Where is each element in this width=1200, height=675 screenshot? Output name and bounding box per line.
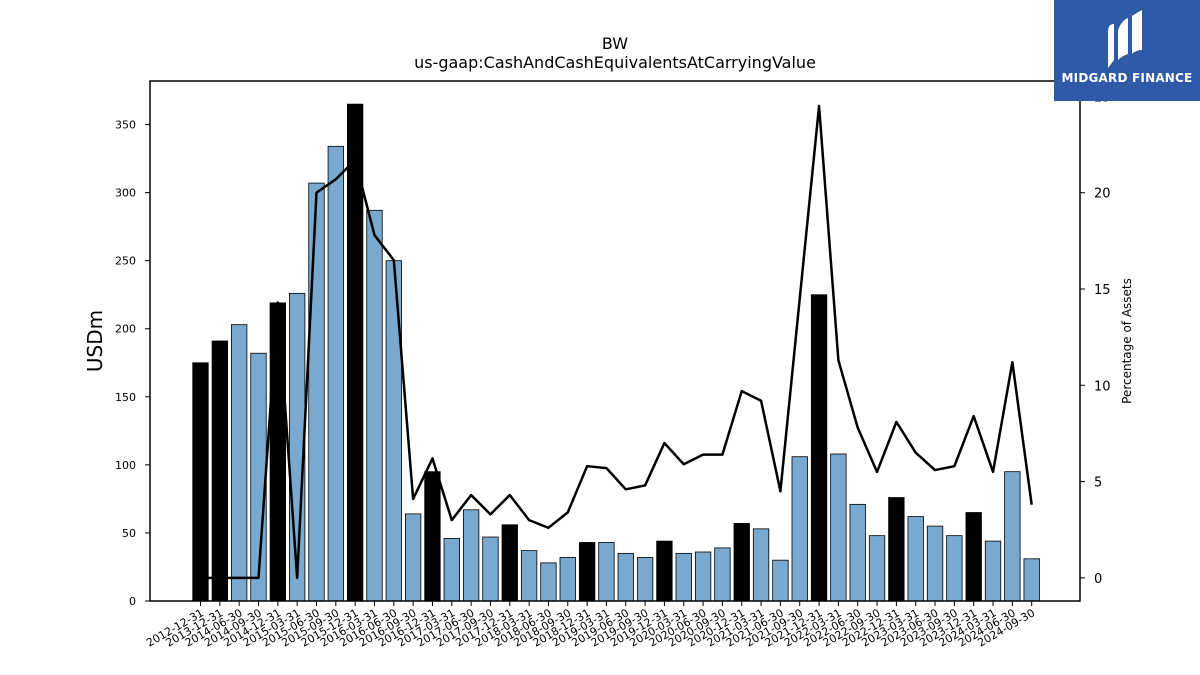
- y-tick-label: 300: [115, 187, 136, 200]
- bar-2023-12-31: [965, 512, 982, 602]
- bar-2021-06-30: [772, 559, 789, 602]
- bar-2022-06-30: [849, 503, 866, 602]
- bar-2015-09-30: [327, 145, 344, 602]
- bar-2021-12-31: [810, 294, 828, 602]
- bar-2016-03-31: [366, 209, 383, 602]
- bar-2022-09-30: [868, 535, 886, 602]
- bar-2024-03-31: [984, 540, 1002, 602]
- y2-tick-label: 5: [1094, 476, 1102, 491]
- y-tick-label: 0: [129, 595, 136, 608]
- y-tick-label: 50: [122, 527, 136, 540]
- bar-2024-09-30: [1023, 558, 1040, 602]
- y2-tick-label: 10: [1094, 379, 1111, 394]
- bar-2018-12-31: [578, 542, 596, 602]
- bar-2022-03-31: [830, 453, 847, 602]
- bar-2015-06-30: [308, 182, 325, 602]
- logo-text: MIDGARD FINANCE: [1061, 71, 1193, 85]
- y2-tick-label: 0: [1094, 572, 1102, 587]
- midgard-finance-logo: MIDGARD FINANCE: [1054, 0, 1200, 101]
- chart-title: BW: [602, 34, 628, 53]
- y-tick-label: 350: [115, 119, 136, 132]
- bar-2013-12-31: [211, 340, 228, 602]
- bar-2018-06-30: [540, 562, 557, 602]
- bar-2019-09-30: [636, 557, 654, 602]
- bar-2024-06-30: [1004, 471, 1021, 602]
- y-tick-label: 200: [115, 323, 136, 336]
- bar-2016-09-30: [404, 513, 422, 602]
- bar-2019-12-31: [656, 540, 673, 602]
- bar-2018-03-31: [520, 550, 538, 602]
- percentage-line: [200, 104, 1033, 580]
- bar-2017-03-31: [443, 537, 460, 602]
- bar-2021-09-30: [791, 456, 808, 602]
- bar-2019-06-30: [617, 552, 634, 602]
- line-group: [200, 104, 1033, 580]
- chart-subtitle: us-gaap:CashAndCashEquivalentsAtCarrying…: [414, 53, 816, 72]
- bar-2023-09-30: [946, 535, 963, 602]
- axes-group: 05010015020025030035005101520252012-12-3…: [115, 80, 1111, 650]
- bar-2017-06-30: [462, 509, 480, 602]
- bar-2014-12-31: [269, 302, 286, 602]
- bar-2022-12-31: [888, 497, 905, 602]
- y2-tick-label: 20: [1094, 187, 1111, 202]
- bar-2020-09-30: [714, 547, 731, 602]
- bar-2023-03-31: [907, 516, 924, 602]
- bar-2017-09-30: [482, 536, 499, 602]
- y2-axis-label: Percentage of Assets: [1120, 278, 1134, 404]
- plot-frame: [149, 80, 1081, 602]
- bar-2020-06-30: [694, 551, 712, 602]
- logo-mark-icon: [1108, 10, 1142, 68]
- bar-2020-03-31: [675, 552, 692, 602]
- y-axis-label: USDm: [83, 310, 107, 372]
- bar-2021-03-31: [752, 528, 770, 602]
- bar-2020-12-31: [733, 523, 750, 602]
- y2-tick-label: 15: [1094, 283, 1111, 298]
- bar-2014-06-30: [231, 324, 248, 602]
- bar-2012-12-31: [192, 362, 209, 602]
- bars-group: [192, 103, 1040, 602]
- bar-2016-12-31: [424, 471, 441, 602]
- bar-2018-09-30: [559, 557, 576, 602]
- y-tick-label: 250: [115, 255, 136, 268]
- bar-2017-12-31: [501, 524, 518, 602]
- bar-2023-06-30: [926, 525, 944, 602]
- y-tick-label: 150: [115, 391, 136, 404]
- bar-2019-03-31: [598, 542, 615, 602]
- y-tick-label: 100: [115, 459, 136, 472]
